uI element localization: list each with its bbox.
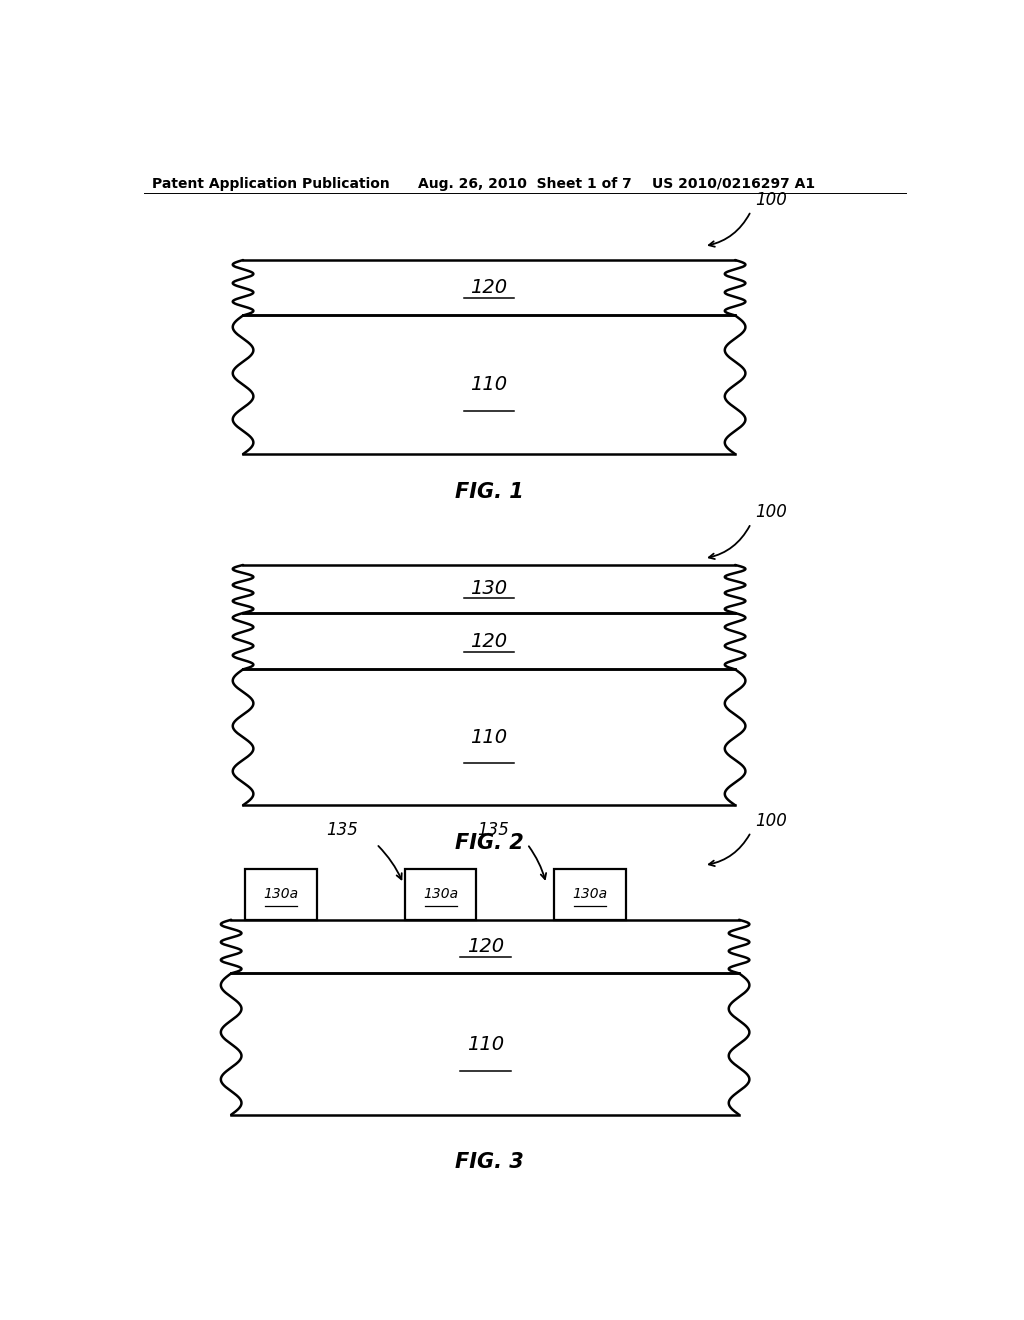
Text: 110: 110 xyxy=(470,727,508,747)
Text: 135: 135 xyxy=(327,821,358,840)
Polygon shape xyxy=(221,920,750,973)
Polygon shape xyxy=(232,315,745,454)
Text: 100: 100 xyxy=(755,812,786,830)
Text: 135: 135 xyxy=(477,821,509,840)
Text: 120: 120 xyxy=(467,937,504,956)
Text: Patent Application Publication: Patent Application Publication xyxy=(152,177,389,191)
Text: 130a: 130a xyxy=(263,887,299,902)
Text: FIG. 3: FIG. 3 xyxy=(455,1151,523,1172)
Text: FIG. 2: FIG. 2 xyxy=(455,833,523,853)
Text: 100: 100 xyxy=(755,503,786,521)
Text: 130a: 130a xyxy=(572,887,607,902)
Text: 120: 120 xyxy=(470,632,508,651)
Text: 120: 120 xyxy=(470,279,508,297)
Text: 110: 110 xyxy=(467,1035,504,1053)
FancyBboxPatch shape xyxy=(554,869,626,920)
Text: 110: 110 xyxy=(470,375,508,395)
Polygon shape xyxy=(221,973,750,1114)
FancyBboxPatch shape xyxy=(246,869,316,920)
Text: FIG. 1: FIG. 1 xyxy=(455,482,523,502)
Polygon shape xyxy=(232,260,745,315)
Polygon shape xyxy=(232,669,745,805)
Text: 130: 130 xyxy=(470,579,508,598)
Text: Aug. 26, 2010  Sheet 1 of 7: Aug. 26, 2010 Sheet 1 of 7 xyxy=(418,177,632,191)
Text: 100: 100 xyxy=(755,191,786,209)
FancyBboxPatch shape xyxy=(404,869,476,920)
Polygon shape xyxy=(232,565,745,612)
Polygon shape xyxy=(232,612,745,669)
Text: 130a: 130a xyxy=(423,887,459,902)
Text: US 2010/0216297 A1: US 2010/0216297 A1 xyxy=(652,177,815,191)
